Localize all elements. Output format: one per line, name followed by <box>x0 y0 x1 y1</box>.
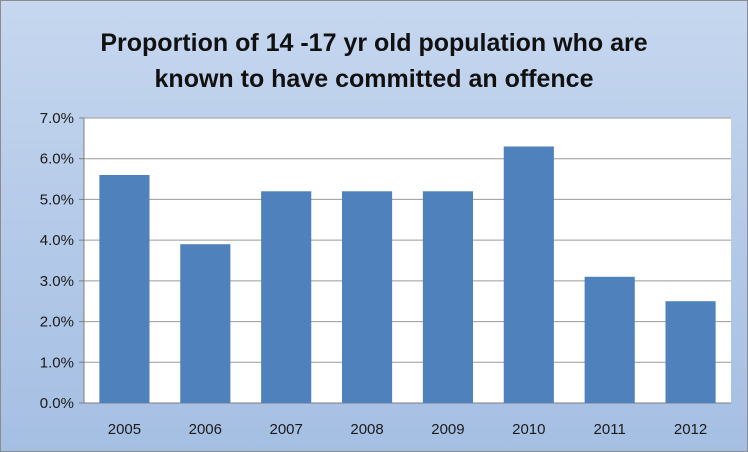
y-tick-label: 7.0% <box>40 110 74 127</box>
x-tick-label: 2008 <box>350 421 383 438</box>
y-tick-label: 0.0% <box>40 395 74 412</box>
y-tick-label: 2.0% <box>40 314 74 331</box>
bar-2006 <box>180 244 231 403</box>
bar-2005 <box>99 175 150 403</box>
bar-2011 <box>584 276 635 403</box>
bar-2008 <box>341 191 393 403</box>
x-tick-label: 2005 <box>108 421 141 438</box>
bar-2012 <box>665 301 716 403</box>
bar-2009 <box>422 191 474 403</box>
bar-2007 <box>261 191 312 403</box>
x-tick-label: 2010 <box>512 421 545 438</box>
x-tick-label: 2009 <box>431 421 464 438</box>
x-tick-label: 2011 <box>594 421 626 438</box>
y-tick-label: 5.0% <box>40 191 74 208</box>
chart-title-line-1: Proportion of 14 -17 yr old population w… <box>100 29 648 57</box>
y-tick-label: 6.0% <box>40 151 74 168</box>
y-tick-label: 3.0% <box>40 273 74 290</box>
y-tick-label: 1.0% <box>40 354 74 371</box>
x-tick-label: 2012 <box>674 421 707 438</box>
bar-2010 <box>503 146 554 403</box>
chart-title: Proportion of 14 -17 yr old population w… <box>1 25 747 97</box>
x-tick-label: 2007 <box>270 421 303 438</box>
chart-title-line-2: known to have committed an offence <box>154 65 594 93</box>
x-tick-label: 2006 <box>189 421 222 438</box>
y-tick-label: 4.0% <box>40 232 74 249</box>
